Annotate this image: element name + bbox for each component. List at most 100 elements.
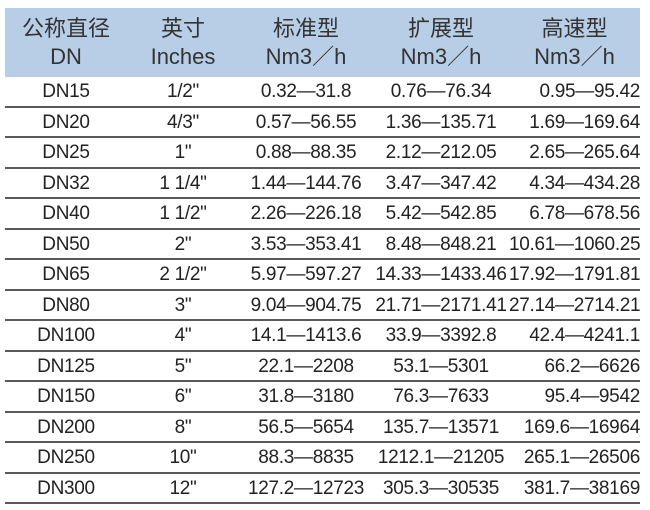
cell-standard: 56.5—5654 <box>258 416 354 438</box>
table-row: DN300 12" 127.2—12723 305.3—30535 381.7—3816… <box>5 474 640 504</box>
cell-inches: 12" <box>169 477 197 499</box>
cell-highspeed: 95.4—9542 <box>544 386 640 407</box>
cell-highspeed: 66.2—6626 <box>544 355 640 377</box>
cell-dn: DN125 <box>37 355 95 377</box>
cell-dn: DN150 <box>37 386 95 407</box>
cell-highspeed: 42.4—4241.1 <box>529 325 640 346</box>
table-header: 公称直径 DN 英寸 Inches 标准型 Nm3／h 扩展型 Nm3／h 高速型 Nm3… <box>5 8 640 77</box>
cell-dn: DN250 <box>37 447 95 468</box>
cell-standard: 31.8—3180 <box>258 386 354 407</box>
cell-inches: 4" <box>174 325 192 346</box>
cell-highspeed: 4.34—434.28 <box>529 172 640 194</box>
cell-extended: 14.33—1433.46 <box>375 264 507 285</box>
cell-standard: 2.26—226.18 <box>250 203 362 224</box>
cell-extended: 135.7—13571 <box>382 416 500 438</box>
table-row: DN50 2" 3.53—353.41 8.48—848.21 10.61—1060.2… <box>5 230 641 260</box>
cell-extended: 33.9—3392.8 <box>385 325 497 346</box>
table-row: DN250 10" 88.3—8835 1212.1—21205 265.1—26506 <box>5 443 640 474</box>
cell-highspeed: 17.92—1791.81 <box>509 264 641 285</box>
table-row: DN25 1" 0.88—88.35 2.12—212.05 2.65—265.64 <box>5 138 640 169</box>
header-highspeed-zh: 高速型 <box>541 16 608 41</box>
cell-extended: 2.12—212.05 <box>385 142 497 163</box>
table-row: DN32 1 1/4" 1.44—144.76 3.47—347.42 4.34—434… <box>5 169 640 199</box>
cell-highspeed: 169.6—16964 <box>523 416 640 438</box>
cell-standard: 1.44—144.76 <box>250 172 362 194</box>
cell-highspeed: 1.69—169.64 <box>529 111 640 133</box>
cell-standard: 0.88—88.35 <box>255 142 357 163</box>
cell-inches: 1" <box>174 142 192 163</box>
cell-inches: 8" <box>174 416 192 438</box>
cell-dn: DN50 <box>42 233 90 255</box>
cell-extended: 1.36—135.71 <box>385 111 497 133</box>
cell-dn: DN40 <box>42 203 90 224</box>
table-row: DN15 1/2" 0.32—31.8 0.76—76.34 0.95—95.42 <box>5 77 640 108</box>
cell-extended: 1212.1—21205 <box>377 447 505 468</box>
cell-highspeed: 381.7—38169 <box>523 477 640 499</box>
header-extended-zh: 扩展型 <box>407 16 474 41</box>
cell-extended: 8.48—848.21 <box>385 233 497 255</box>
table-row: DN200 8" 56.5—5654 135.7—13571 169.6—16964 <box>5 413 640 443</box>
cell-dn: DN80 <box>42 294 90 316</box>
header-dn-zh: 公称直径 <box>21 16 110 41</box>
header-standard-unit: Nm3／h <box>265 44 347 69</box>
cell-highspeed: 27.14—2714.21 <box>509 294 641 316</box>
cell-dn: DN25 <box>42 142 90 163</box>
cell-inches: 2" <box>174 233 192 255</box>
cell-inches: 6" <box>174 386 192 407</box>
header-inches-zh: 英寸 <box>160 16 205 41</box>
cell-inches: 5" <box>174 355 192 377</box>
table-body: DN15 1/2" 0.32—31.8 0.76—76.34 0.95—95.42 DN2… <box>5 77 641 504</box>
cell-inches: 2 1/2" <box>159 264 207 285</box>
cell-dn: DN65 <box>42 264 90 285</box>
cell-extended: 0.76—76.34 <box>390 81 492 102</box>
cell-inches: 3" <box>174 294 192 316</box>
cell-standard: 0.57—56.55 <box>255 111 357 133</box>
cell-standard: 14.1—1413.6 <box>250 325 362 346</box>
header-standard: 标准型 Nm3／h <box>239 8 373 77</box>
cell-highspeed: 6.78—678.56 <box>529 203 640 224</box>
cell-inches: 4/3" <box>167 111 199 133</box>
header-dn: 公称直径 DN <box>5 8 127 77</box>
cell-extended: 76.3—7633 <box>393 386 489 407</box>
header-inches-en: Inches <box>150 44 216 69</box>
cell-highspeed: 0.95—95.42 <box>539 81 640 102</box>
cell-dn: DN15 <box>42 81 90 102</box>
cell-highspeed: 10.61—1060.25 <box>509 233 641 255</box>
table-row: DN40 1 1/2" 2.26—226.18 5.42—542.85 6.78—678… <box>5 199 640 230</box>
cell-standard: 0.32—31.8 <box>260 81 352 102</box>
cell-standard: 9.04—904.75 <box>250 294 362 316</box>
header-standard-zh: 标准型 <box>272 16 339 41</box>
header-dn-en: DN <box>50 44 82 69</box>
cell-inches: 1 1/2" <box>159 203 207 224</box>
cell-inches: 1/2" <box>167 81 199 102</box>
cell-standard: 22.1—2208 <box>258 355 354 377</box>
cell-inches: 1 1/4" <box>159 172 207 194</box>
cell-dn: DN100 <box>37 325 95 346</box>
table-row: DN150 6" 31.8—3180 76.3—7633 95.4—9542 <box>5 382 640 413</box>
cell-inches: 10" <box>169 447 197 468</box>
cell-dn: DN32 <box>42 172 90 194</box>
cell-extended: 3.47—347.42 <box>385 172 497 194</box>
cell-dn: DN20 <box>42 111 90 133</box>
cell-highspeed: 2.65—265.64 <box>529 142 640 163</box>
cell-extended: 5.42—542.85 <box>385 203 497 224</box>
header-inches: 英寸 Inches <box>127 8 239 77</box>
table-row: DN125 5" 22.1—2208 53.1—5301 66.2—6626 <box>5 352 640 382</box>
cell-standard: 127.2—12723 <box>247 477 365 499</box>
header-extended: 扩展型 Nm3／h <box>373 8 509 77</box>
cell-extended: 305.3—30535 <box>382 477 500 499</box>
table-row: DN100 4" 14.1—1413.6 33.9—3392.8 42.4—4241.1 <box>5 321 640 352</box>
cell-highspeed: 265.1—26506 <box>523 447 640 468</box>
table-row: DN20 4/3" 0.57—56.55 1.36—135.71 1.69—169.64 <box>5 108 640 138</box>
table-row: DN65 2 1/2" 5.97—597.27 14.33—1433.46 17.92—… <box>5 260 641 291</box>
cell-standard: 3.53—353.41 <box>250 233 362 255</box>
cell-extended: 53.1—5301 <box>393 355 489 377</box>
header-highspeed: 高速型 Nm3／h <box>509 8 640 77</box>
cell-dn: DN200 <box>37 416 95 438</box>
cell-extended: 21.71—2171.41 <box>375 294 507 316</box>
cell-dn: DN300 <box>37 477 95 499</box>
cell-standard: 88.3—8835 <box>258 447 354 468</box>
header-extended-unit: Nm3／h <box>400 44 482 69</box>
header-highspeed-unit: Nm3／h <box>534 44 615 69</box>
table-row: DN80 3" 9.04—904.75 21.71—2171.41 27.14—2714… <box>5 291 641 321</box>
